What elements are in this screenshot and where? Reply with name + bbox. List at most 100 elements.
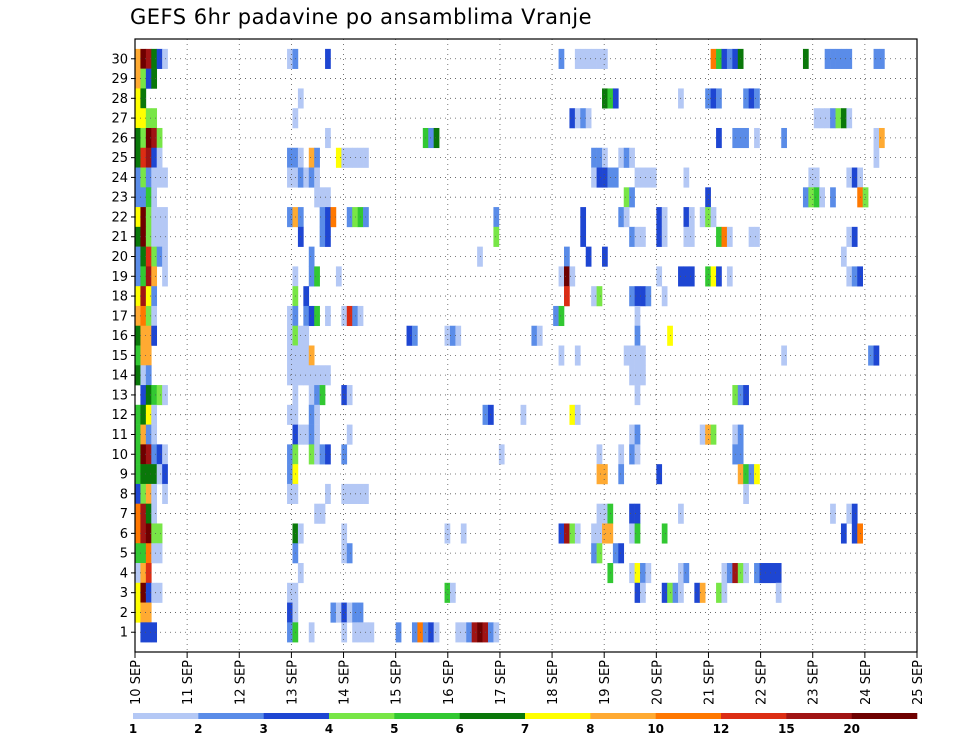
heatmap-cell [341, 523, 348, 544]
heatmap-cell [830, 108, 836, 129]
heatmap-cell [140, 365, 147, 386]
heatmap-cell [140, 127, 147, 149]
heatmap-cell [140, 424, 147, 445]
heatmap-cell [325, 483, 331, 504]
heatmap-cell [135, 483, 141, 504]
y-tick-label: 23 [111, 191, 128, 206]
heatmap-cell [634, 226, 641, 247]
heatmap-cell [308, 404, 315, 425]
x-tick-label: 15 SEP [390, 660, 405, 705]
heatmap-cell [683, 226, 690, 247]
heatmap-cell [145, 266, 152, 287]
heatmap-cell [824, 48, 831, 69]
heatmap-cell [151, 622, 158, 643]
heatmap-cell [151, 147, 158, 168]
heatmap-cell [705, 88, 711, 109]
heatmap-cell [775, 563, 782, 584]
heatmap-cell [683, 266, 690, 287]
heatmap-cell [287, 167, 293, 188]
colorbar-swatch [590, 713, 656, 719]
heatmap-cell [335, 602, 342, 623]
heatmap-cell [145, 483, 152, 504]
heatmap-cell [694, 582, 701, 603]
heatmap-cell [140, 582, 147, 603]
heatmap-cell [846, 266, 853, 287]
heatmap-cell [151, 246, 158, 267]
heatmap-cell [851, 503, 858, 524]
colorbar-label: 12 [713, 722, 730, 736]
heatmap-cell [145, 246, 152, 267]
heatmap-cell [156, 444, 163, 465]
heatmap-cell [287, 365, 293, 386]
heatmap-cell [314, 404, 320, 425]
heatmap-cell [145, 523, 152, 544]
heatmap-cell [151, 582, 158, 603]
heatmap-cell [346, 483, 353, 504]
heatmap-cell [710, 424, 717, 445]
heatmap-cell [618, 147, 625, 168]
heatmap-cell [135, 187, 141, 208]
y-tick-label: 3 [120, 586, 128, 601]
heatmap-cell [634, 305, 641, 327]
heatmap-cell [325, 226, 331, 247]
heatmap-cell [808, 167, 815, 188]
heatmap-cell [634, 167, 641, 188]
y-tick-label: 22 [111, 210, 128, 225]
colorbar-swatch [394, 713, 460, 719]
heatmap-cell [596, 167, 603, 188]
y-tick-label: 21 [111, 230, 128, 245]
heatmap-cell [721, 226, 728, 247]
heatmap-cell [151, 48, 158, 69]
heatmap-cell [716, 226, 722, 247]
heatmap-cell [629, 424, 635, 445]
heatmap-cell [135, 226, 141, 247]
heatmap-cell [558, 305, 565, 327]
heatmap-cell [580, 108, 587, 129]
heatmap-cell [145, 444, 152, 465]
heatmap-cell [558, 266, 565, 287]
heatmap-cell [319, 187, 326, 208]
heatmap-cell [145, 325, 152, 346]
heatmap-cell [716, 48, 722, 69]
heatmap-cell [460, 523, 467, 544]
heatmap-cell [314, 167, 320, 188]
heatmap-cell [287, 207, 293, 228]
heatmap-cell [140, 167, 147, 188]
heatmap-cell [596, 147, 603, 168]
heatmap-cell [325, 48, 331, 69]
heatmap-cell [591, 48, 597, 69]
heatmap-cell [634, 503, 641, 524]
heatmap-cell [716, 127, 722, 149]
heatmap-cell [710, 88, 717, 109]
heatmap-cell [287, 345, 293, 366]
colorbar-label: 3 [259, 722, 267, 736]
heatmap-cell [156, 246, 163, 267]
heatmap-cell [156, 48, 163, 69]
heatmap-cell [585, 108, 592, 129]
colorbar-label: 4 [325, 722, 333, 736]
heatmap-cell [591, 147, 597, 168]
colorbar-label: 15 [778, 722, 795, 736]
heatmap-cell [449, 582, 456, 603]
heatmap-cell [151, 444, 158, 465]
heatmap-cell [145, 48, 152, 69]
heatmap-cell [428, 622, 434, 643]
heatmap-cell [156, 147, 163, 168]
heatmap-cell [140, 68, 147, 89]
colorbar-swatch [459, 713, 526, 719]
colorbar-swatch [786, 713, 852, 719]
heatmap-cell [135, 207, 141, 228]
heatmap-cell [314, 266, 320, 287]
heatmap-cell [710, 266, 717, 287]
heatmap-cell [151, 286, 158, 307]
heatmap-cell [683, 167, 690, 188]
heatmap-cell [151, 503, 158, 524]
heatmap-cell [645, 286, 652, 307]
heatmap-cell [135, 503, 141, 524]
heatmap-cell [287, 48, 293, 69]
heatmap-cell [569, 523, 576, 544]
heatmap-cell [813, 187, 820, 208]
heatmap-cell [145, 286, 152, 307]
heatmap-cell [688, 207, 695, 228]
